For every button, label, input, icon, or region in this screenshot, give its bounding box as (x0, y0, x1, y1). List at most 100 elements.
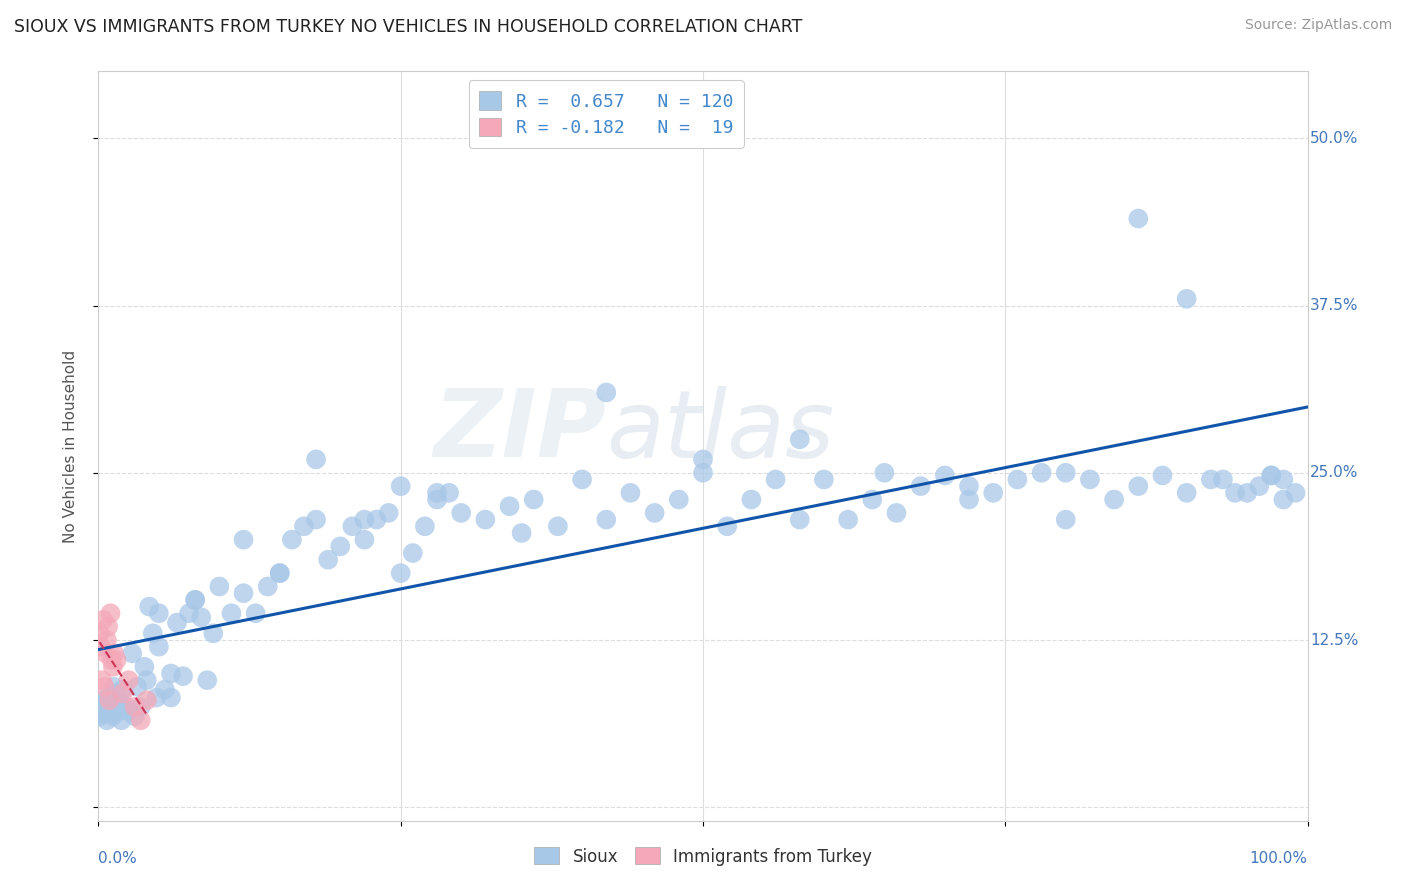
Point (100, 653, 122, 667)
Point (89, 626, 111, 640)
Point (1272, 473, 1295, 487)
Point (692, 452, 714, 467)
Point (450, 506, 472, 520)
Point (148, 640, 170, 654)
Point (96, 714, 118, 728)
Text: Source: ZipAtlas.com: Source: ZipAtlas.com (1244, 18, 1392, 32)
Point (740, 492, 762, 507)
Point (118, 673, 141, 688)
Point (1199, 473, 1222, 487)
Point (160, 690, 183, 705)
Point (1175, 292, 1198, 306)
Point (837, 513, 859, 527)
Point (101, 709, 124, 723)
Point (105, 687, 128, 701)
Point (281, 533, 304, 547)
Point (127, 680, 149, 694)
Point (1152, 468, 1174, 483)
Point (124, 709, 146, 723)
Point (195, 673, 218, 688)
Point (184, 593, 207, 607)
Point (1175, 486, 1198, 500)
Point (981, 486, 1004, 500)
Point (1260, 468, 1282, 483)
Point (571, 473, 593, 487)
Point (413, 519, 436, 533)
Legend: Sioux, Immigrants from Turkey: Sioux, Immigrants from Turkey (527, 841, 879, 872)
Point (148, 607, 170, 621)
Point (353, 533, 375, 547)
Text: 0.0%: 0.0% (98, 851, 138, 865)
Point (957, 479, 980, 493)
Point (190, 610, 212, 624)
Point (135, 673, 157, 688)
Point (91, 693, 114, 707)
Point (402, 546, 425, 560)
Point (118, 704, 141, 718)
Point (221, 607, 243, 621)
Point (547, 519, 569, 533)
Point (91, 704, 114, 718)
Point (668, 492, 690, 507)
Point (110, 714, 132, 728)
Point (1212, 473, 1234, 487)
Point (1031, 466, 1053, 480)
Point (1054, 466, 1077, 480)
Point (129, 700, 152, 714)
Point (111, 682, 134, 697)
Point (523, 492, 546, 507)
Point (100, 700, 122, 714)
Point (498, 500, 520, 514)
Point (202, 626, 225, 640)
Point (595, 513, 617, 527)
Point (172, 669, 194, 683)
Point (98, 706, 121, 721)
Point (342, 519, 364, 533)
Point (100, 704, 122, 718)
Y-axis label: No Vehicles in Household: No Vehicles in Household (63, 350, 77, 542)
Text: atlas: atlas (606, 385, 835, 476)
Point (886, 506, 908, 520)
Point (1102, 492, 1125, 507)
Point (208, 580, 231, 594)
Point (93, 706, 115, 721)
Point (305, 513, 328, 527)
Point (101, 660, 124, 674)
Point (103, 646, 125, 660)
Point (184, 593, 207, 607)
Point (1284, 486, 1306, 500)
Point (111, 687, 134, 701)
Point (142, 626, 165, 640)
Point (135, 693, 157, 707)
Point (789, 513, 811, 527)
Point (166, 615, 188, 630)
Point (256, 580, 278, 594)
Point (108, 696, 131, 710)
Point (377, 506, 399, 520)
Text: 100.0%: 100.0% (1250, 851, 1308, 865)
Point (305, 452, 328, 467)
Text: SIOUX VS IMMIGRANTS FROM TURKEY NO VEHICLES IN HOUSEHOLD CORRELATION CHART: SIOUX VS IMMIGRANTS FROM TURKEY NO VEHIC… (14, 18, 803, 36)
Point (124, 700, 146, 714)
Point (114, 700, 136, 714)
Point (91, 673, 114, 688)
Point (90, 640, 112, 654)
Point (813, 473, 835, 487)
Point (97, 690, 120, 705)
Point (1249, 479, 1271, 493)
Point (1236, 486, 1258, 500)
Point (269, 566, 291, 581)
Point (90, 700, 112, 714)
Point (426, 492, 449, 507)
Point (134, 660, 156, 674)
Point (94, 646, 117, 660)
Point (292, 519, 315, 533)
Point (1078, 473, 1101, 487)
Point (329, 539, 352, 553)
Point (692, 466, 714, 480)
Point (93, 680, 115, 694)
Point (108, 704, 131, 718)
Point (510, 526, 533, 541)
Point (89, 709, 111, 723)
Point (389, 566, 412, 581)
